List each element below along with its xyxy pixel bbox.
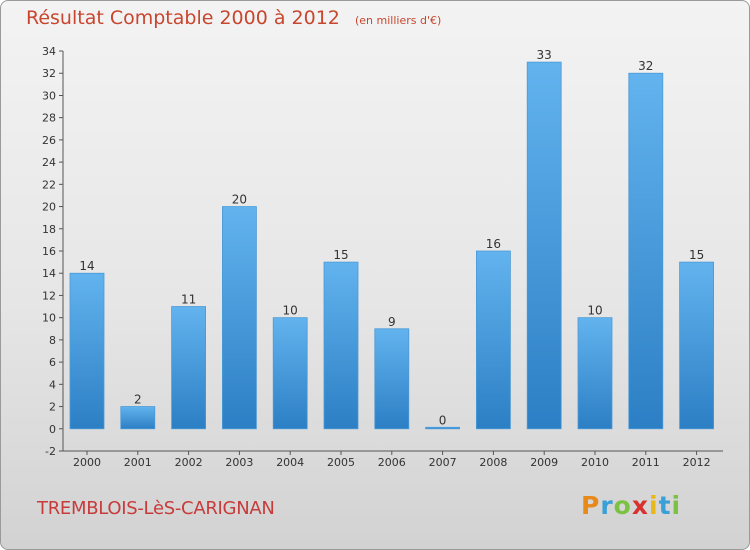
y-tick-label: 28: [42, 112, 56, 125]
chart-title-block: Résultat Comptable 2000 à 2012 (en milli…: [26, 7, 441, 29]
commune-name: TREMBLOIS-LèS-CARIGNAN: [37, 498, 275, 519]
bar-value-label: 15: [689, 248, 704, 262]
x-tick-label: 2009: [530, 456, 558, 469]
proxiti-logo: Proxiti: [581, 491, 681, 520]
bar-value-label: 33: [537, 48, 552, 62]
y-tick-label: 20: [42, 201, 56, 214]
y-tick-label: 6: [49, 356, 56, 369]
x-tick-label: 2003: [225, 456, 253, 469]
y-tick-label: 26: [42, 134, 56, 147]
bar-value-label: 15: [333, 248, 348, 262]
bar-value-label: 2: [134, 393, 142, 407]
bar: [120, 406, 156, 430]
logo-letter: o: [613, 491, 632, 520]
x-tick-label: 2010: [581, 456, 609, 469]
x-tick-label: 2004: [276, 456, 304, 469]
y-tick-label: 34: [42, 45, 56, 58]
bar: [679, 261, 714, 430]
bar-value-label: 20: [232, 193, 247, 207]
x-tick-label: 2011: [632, 456, 660, 469]
logo-letter: i: [649, 491, 659, 520]
bar: [323, 261, 359, 430]
bar-value-label: 10: [283, 304, 298, 318]
bar-value-label: 14: [79, 259, 94, 273]
bar-value-label: 32: [638, 59, 653, 73]
x-tick-label: 2005: [327, 456, 355, 469]
y-tick-label: 4: [49, 378, 56, 391]
y-tick-label: -2: [45, 445, 56, 458]
bar-value-label: 9: [388, 315, 396, 329]
bar: [577, 317, 613, 430]
bar: [425, 426, 461, 430]
x-tick-label: 2006: [378, 456, 406, 469]
y-tick-label: 10: [42, 312, 56, 325]
y-tick-label: 22: [42, 178, 56, 191]
bar-value-label: 11: [181, 293, 196, 307]
y-tick-label: 18: [42, 223, 56, 236]
bar-value-label: 0: [439, 413, 447, 427]
chart-title: Résultat Comptable 2000 à 2012: [26, 7, 340, 29]
y-tick-label: 8: [49, 334, 56, 347]
bar: [475, 250, 511, 430]
bar-value-label: 16: [486, 237, 501, 251]
y-tick-label: 2: [49, 401, 56, 414]
y-tick-label: 32: [42, 67, 56, 80]
bar: [374, 328, 410, 430]
x-tick-label: 2008: [479, 456, 507, 469]
y-tick-label: 16: [42, 245, 56, 258]
x-tick-label: 2007: [429, 456, 457, 469]
y-tick-label: 30: [42, 89, 56, 102]
chart-subtitle: (en milliers d'€): [354, 14, 442, 27]
logo-letter: P: [581, 491, 601, 520]
bar: [272, 317, 308, 430]
y-tick-label: 12: [42, 289, 56, 302]
bar: [221, 206, 257, 430]
bar: [526, 61, 562, 430]
y-tick-label: 14: [42, 267, 56, 280]
logo-letter: i: [671, 491, 682, 520]
bar-value-label: 10: [587, 304, 602, 318]
x-tick-label: 2001: [124, 456, 152, 469]
logo-letter: x: [631, 491, 649, 520]
y-tick-label: 24: [42, 156, 56, 169]
logo-letter: t: [658, 491, 672, 520]
x-tick-label: 2002: [175, 456, 203, 469]
bar: [628, 72, 664, 430]
y-tick-label: 0: [49, 423, 56, 436]
bar: [69, 272, 105, 430]
bar: [171, 306, 207, 430]
x-tick-label: 2000: [73, 456, 101, 469]
x-tick-label: 2012: [683, 456, 711, 469]
logo-letter: r: [600, 491, 614, 520]
